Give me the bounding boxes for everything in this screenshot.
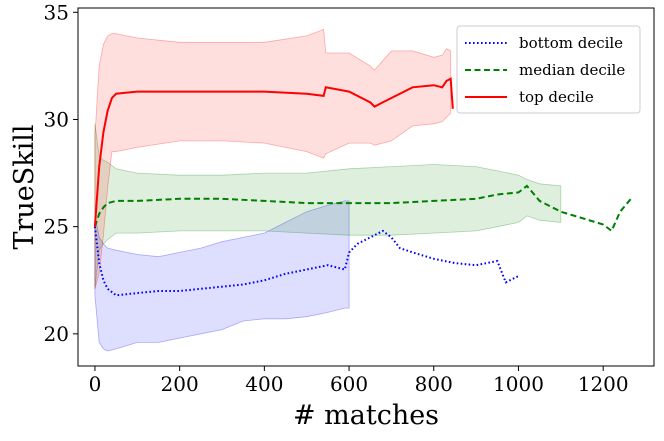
x-axis-label: # matches	[293, 400, 439, 431]
y-tick-label: 30	[44, 107, 69, 131]
x-tick-label: 600	[330, 372, 368, 396]
x-tick-label: 1000	[493, 372, 544, 396]
x-tick-label: 800	[415, 372, 453, 396]
median-decile-band	[94, 123, 562, 289]
confidence-bands	[94, 28, 562, 352]
series-lines	[93, 77, 634, 297]
bottom-decile-line	[93, 226, 519, 297]
top-decile-line	[93, 77, 454, 227]
plot-frame	[77, 7, 655, 367]
x-tick-label: 400	[245, 372, 283, 396]
median-decile-line	[93, 184, 634, 233]
bottom-decile-band	[94, 200, 350, 352]
axis-ticks: 0 200 400 600 800 1000 1200 20 25 30 35	[44, 0, 629, 396]
top-decile-band	[94, 28, 452, 289]
x-tick-label: 200	[161, 372, 199, 396]
legend-label-median-decile: median decile	[519, 61, 625, 79]
y-tick-label: 20	[44, 322, 69, 346]
legend-box	[456, 25, 641, 114]
legend-label-bottom-decile: bottom decile	[519, 34, 623, 52]
x-tick-label: 1200	[578, 372, 629, 396]
y-tick-label: 25	[44, 215, 69, 239]
y-axis-label: TrueSkill	[9, 124, 40, 249]
legend: bottom decile median decile top decile	[456, 25, 641, 114]
legend-label-top-decile: top decile	[519, 88, 594, 106]
x-tick-label: 0	[89, 372, 102, 396]
y-tick-label: 35	[44, 0, 69, 24]
